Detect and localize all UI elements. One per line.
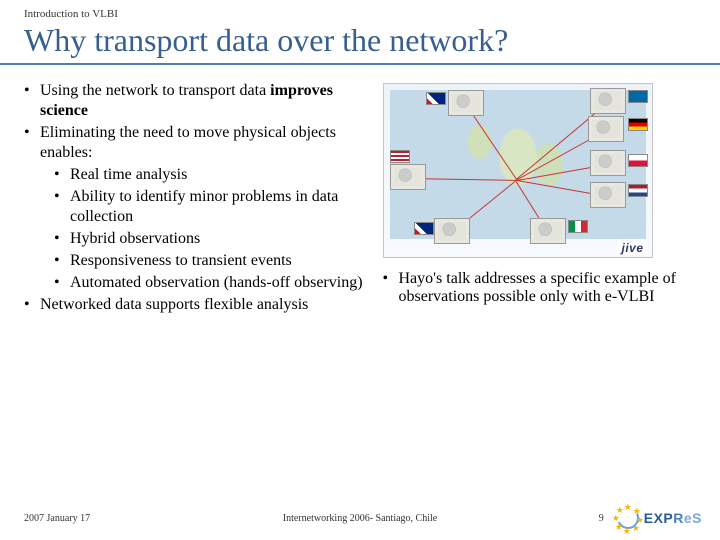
telescope-thumb	[434, 218, 470, 244]
telescope-thumb	[590, 88, 626, 114]
flag-icon	[628, 90, 648, 103]
jive-label: jive	[617, 241, 647, 255]
breadcrumb: Introduction to VLBI	[0, 0, 720, 22]
list-item: Hybrid observations	[40, 229, 371, 249]
left-bullet-list: Using the network to transport data impr…	[24, 81, 371, 315]
page-title: Why transport data over the network?	[0, 22, 720, 63]
sub-list: Real time analysisAbility to identify mi…	[40, 165, 371, 293]
list-item: Eliminating the need to move physical ob…	[24, 123, 371, 293]
telescope-thumb	[588, 116, 624, 142]
list-item: Real time analysis	[40, 165, 371, 185]
flag-icon	[628, 118, 648, 131]
telescope-thumb	[530, 218, 566, 244]
network-map-figure: jive	[383, 83, 653, 258]
flag-icon	[390, 150, 410, 163]
right-bullet-list: Hayo's talk addresses a specific example…	[383, 270, 697, 306]
page-number: 9	[599, 513, 604, 524]
right-column: jive Hayo's talk addresses a specific ex…	[383, 81, 697, 317]
telescope-thumb	[390, 164, 426, 190]
title-underline	[0, 63, 720, 65]
left-column: Using the network to transport data impr…	[24, 81, 371, 317]
flag-icon	[628, 184, 648, 197]
flag-icon	[568, 220, 588, 233]
footer: 2007 January 17 Internetworking 2006- Sa…	[0, 504, 720, 532]
flag-icon	[414, 222, 434, 235]
expres-logo: ★ ★ ★ ★ ★ ★ ★ ★ EXPReS	[614, 504, 702, 532]
logo-stars-icon: ★ ★ ★ ★ ★ ★ ★ ★	[614, 504, 642, 532]
flag-icon	[426, 92, 446, 105]
list-item: Using the network to transport data impr…	[24, 81, 371, 121]
list-item: Automated observation (hands-off observi…	[40, 273, 371, 293]
telescope-thumb	[590, 150, 626, 176]
footer-date: 2007 January 17	[24, 513, 90, 524]
flag-icon	[628, 154, 648, 167]
list-item: Hayo's talk addresses a specific example…	[383, 270, 697, 306]
list-item: Ability to identify minor problems in da…	[40, 187, 371, 227]
list-item: Responsiveness to transient events	[40, 251, 371, 271]
footer-center: Internetworking 2006- Santiago, Chile	[283, 513, 437, 524]
content-area: Using the network to transport data impr…	[0, 77, 720, 317]
list-item: Networked data supports flexible analysi…	[24, 295, 371, 315]
logo-text: EXPReS	[644, 510, 702, 526]
telescope-thumb	[590, 182, 626, 208]
telescope-thumb	[448, 90, 484, 116]
